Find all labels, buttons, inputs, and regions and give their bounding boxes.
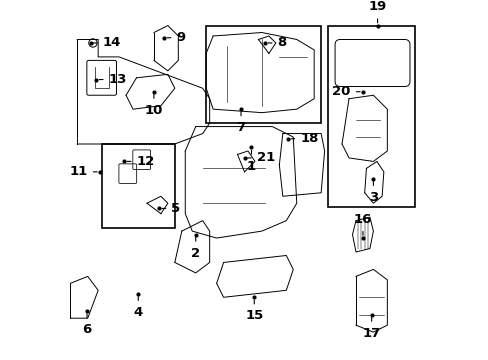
Text: 9: 9 bbox=[167, 31, 185, 44]
Text: 21: 21 bbox=[247, 152, 274, 165]
Text: 16: 16 bbox=[353, 213, 371, 235]
Text: 6: 6 bbox=[82, 314, 91, 336]
Text: 14: 14 bbox=[93, 36, 121, 49]
Text: 15: 15 bbox=[244, 300, 263, 323]
Bar bbox=[327, 26, 414, 207]
Text: 11: 11 bbox=[69, 165, 97, 178]
Text: 17: 17 bbox=[362, 318, 380, 340]
Text: 12: 12 bbox=[127, 155, 154, 168]
Text: 19: 19 bbox=[367, 0, 386, 23]
Text: 4: 4 bbox=[133, 297, 142, 319]
Text: 2: 2 bbox=[191, 237, 200, 260]
Text: 13: 13 bbox=[99, 73, 127, 86]
Text: 3: 3 bbox=[368, 181, 377, 204]
Text: 1: 1 bbox=[246, 150, 256, 173]
Bar bbox=[102, 144, 175, 228]
Bar bbox=[206, 26, 321, 123]
Text: 18: 18 bbox=[290, 132, 318, 145]
Text: 8: 8 bbox=[267, 36, 286, 49]
Text: 5: 5 bbox=[162, 202, 180, 215]
Text: 7: 7 bbox=[236, 112, 245, 134]
Text: 10: 10 bbox=[144, 95, 163, 117]
Text: 20: 20 bbox=[332, 85, 360, 98]
